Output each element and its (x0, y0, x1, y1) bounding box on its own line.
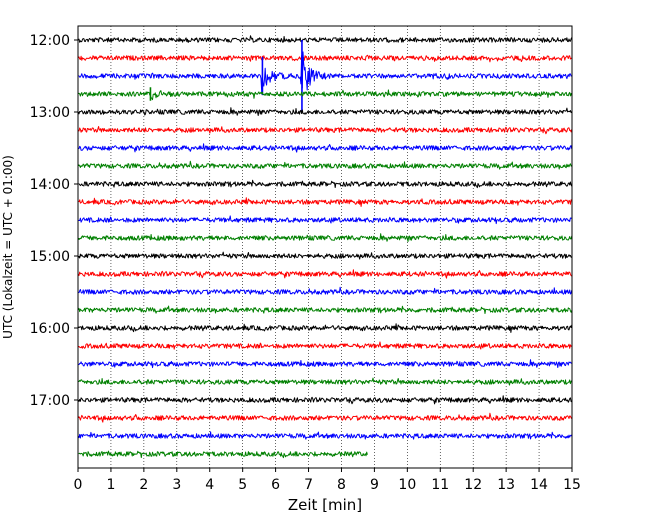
trace-1645 (78, 377, 573, 386)
x-tick-label-0: 0 (74, 477, 83, 493)
y-tick-label-5: 17:00 (30, 393, 70, 409)
trace-1630 (78, 359, 573, 369)
trace-1515 (78, 269, 573, 279)
trace-1330 (78, 143, 573, 153)
trace-1400 (78, 179, 573, 189)
x-tick-label-10: 10 (398, 477, 416, 493)
trace-1600 (78, 323, 573, 333)
trace-1700 (78, 395, 572, 405)
trace-1615 (78, 341, 572, 350)
trace-1300 (78, 107, 573, 117)
x-tick-label-1: 1 (106, 477, 115, 493)
trace-1315 (78, 125, 573, 135)
trace-1530 (78, 286, 573, 296)
trace-1500 (78, 251, 572, 260)
x-tick-label-11: 11 (431, 477, 449, 493)
x-tick-label-14: 14 (530, 477, 548, 493)
y-tick-label-0: 12:00 (30, 33, 70, 49)
trace-1230 (78, 51, 572, 93)
trace-1730 (78, 431, 573, 440)
trace-1245 (78, 89, 573, 101)
trace-1200 (78, 35, 573, 43)
trace-1430 (78, 215, 573, 225)
plot-frame (77, 25, 573, 469)
y-tick-label-3: 15:00 (30, 249, 70, 265)
x-tick-label-8: 8 (337, 477, 346, 493)
trace-1715 (78, 412, 573, 423)
x-tick-label-7: 7 (304, 477, 313, 493)
x-tick-label-15: 15 (563, 477, 581, 493)
trace-1445 (78, 233, 573, 243)
y-tick-label-4: 16:00 (30, 321, 70, 337)
x-axis-label: Zeit [min] (288, 496, 362, 514)
x-tick-label-12: 12 (464, 477, 482, 493)
x-tick-label-13: 13 (497, 477, 515, 493)
x-tick-label-6: 6 (271, 477, 280, 493)
y-axis-label: UTC (Lokalzeit = UTC + 01:00) (1, 155, 15, 339)
trace-1345 (78, 160, 573, 170)
trace-1745 (78, 450, 368, 459)
y-tick-label-2: 14:00 (30, 177, 70, 193)
trace-1545 (78, 305, 573, 315)
x-axis-ticks: 0 1 2 3 4 5 6 7 8 9 10 11 12 13 14 15 (74, 468, 581, 493)
trace-1215 (78, 54, 573, 63)
x-tick-label-9: 9 (370, 477, 379, 493)
x-tick-label-2: 2 (139, 477, 148, 493)
y-tick-label-1: 13:00 (30, 105, 70, 121)
y-axis-ticks: 12:00 13:00 14:00 15:00 16:00 17:00 (30, 33, 78, 409)
x-tick-label-4: 4 (205, 477, 214, 493)
trace-1415 (78, 197, 573, 207)
x-tick-label-3: 3 (172, 477, 181, 493)
seismogram-traces (78, 35, 573, 459)
x-tick-label-5: 5 (238, 477, 247, 493)
